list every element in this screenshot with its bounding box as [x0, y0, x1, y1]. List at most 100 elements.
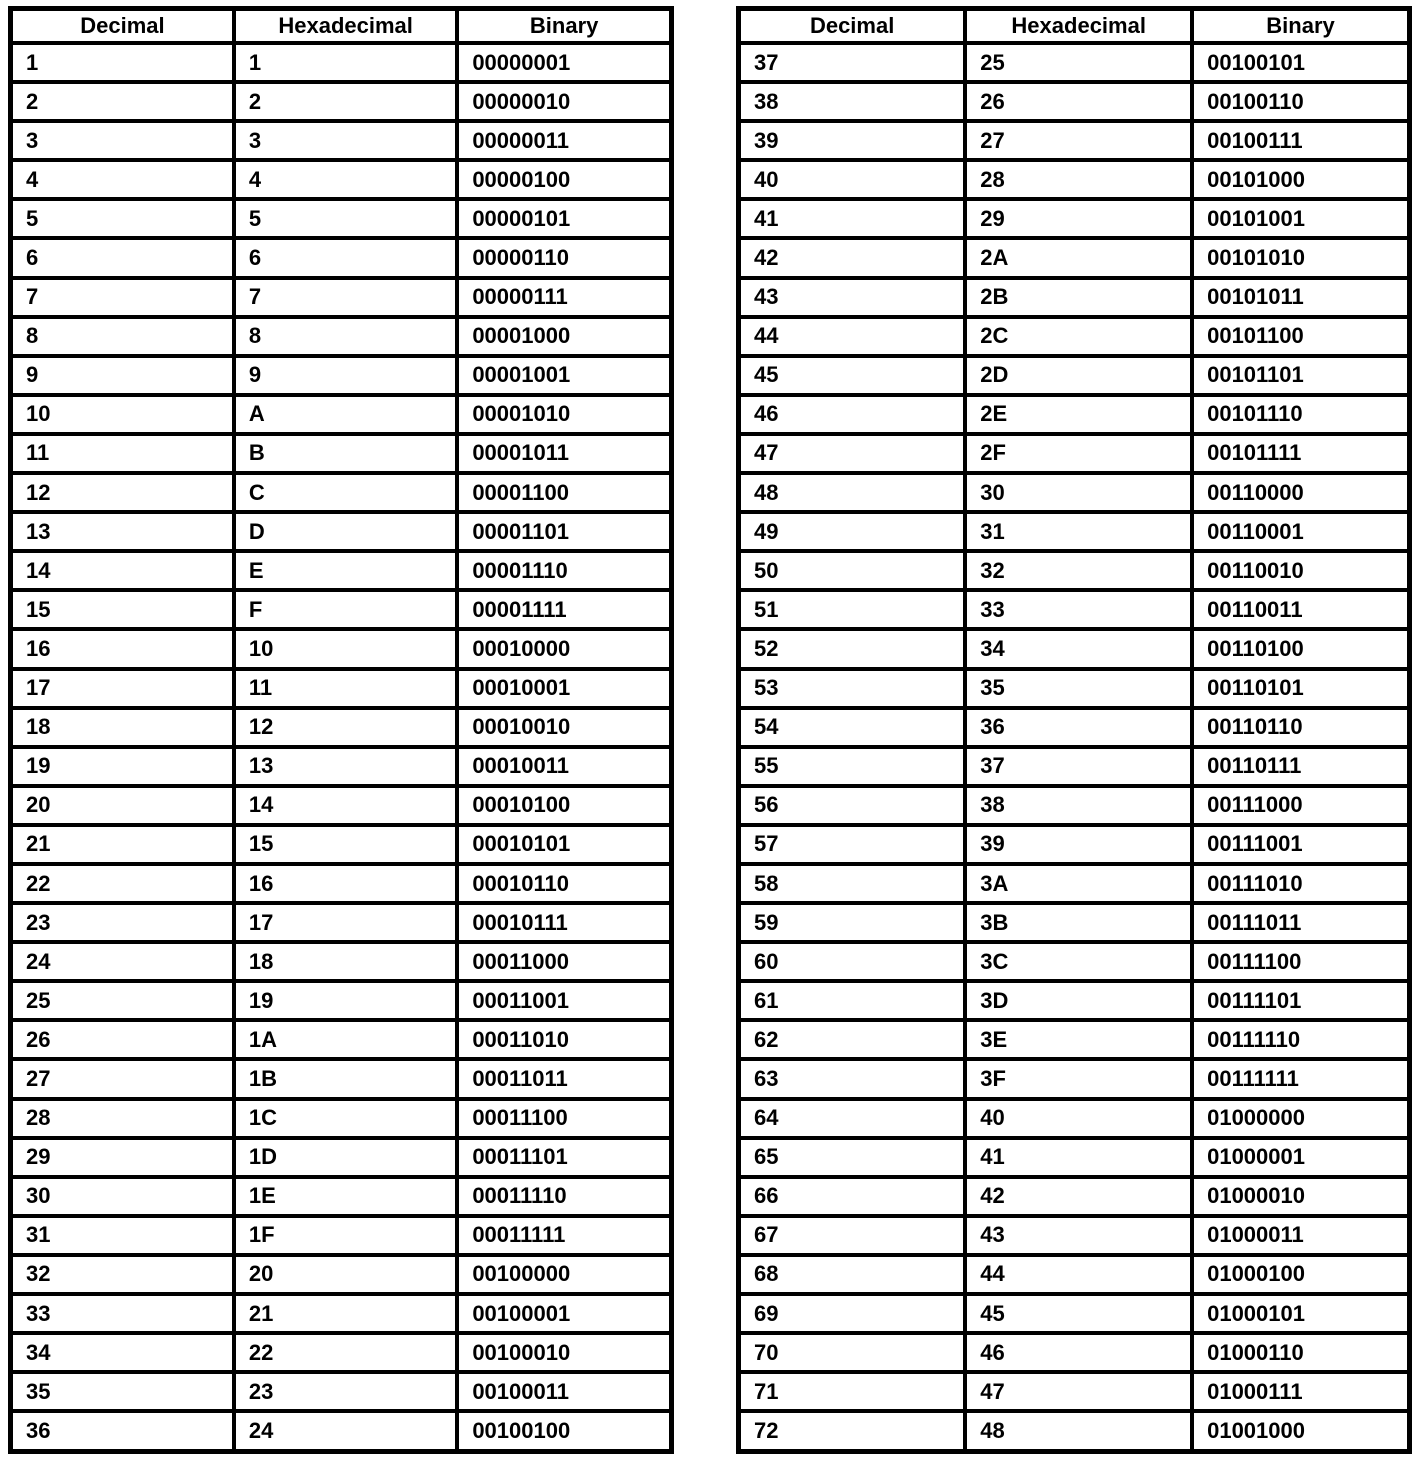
decimal-cell: 35: [8, 1370, 236, 1414]
decimal-cell: 40: [736, 158, 968, 202]
hexadecimal-cell: 26: [963, 80, 1195, 124]
table-body: 1 1 00000001 2 2 00000010 3 3 00000011 4…: [8, 40, 674, 1454]
decimal-cell: 16: [8, 627, 236, 671]
hexadecimal-cell: 7: [231, 275, 460, 319]
binary-cell: 00110011: [1190, 588, 1412, 632]
table-row: 31 1F 00011111: [8, 1213, 674, 1257]
binary-cell: 00101000: [1190, 158, 1412, 202]
binary-cell: 00010110: [455, 861, 674, 906]
table-row: 11 B 00001011: [8, 431, 674, 476]
binary-cell: 00110010: [1190, 549, 1412, 593]
binary-cell: 00001111: [455, 588, 674, 632]
decimal-cell: 58: [736, 861, 968, 906]
binary-cell: 00111011: [1190, 901, 1412, 945]
binary-cell: 00010001: [455, 666, 674, 710]
table-row: 14 E 00001110: [8, 549, 674, 593]
table-row: 59 3B 00111011: [736, 901, 1412, 945]
binary-cell: 01000001: [1190, 1135, 1412, 1179]
hexadecimal-cell: 1B: [231, 1057, 460, 1101]
table-row: 33 21 00100001: [8, 1291, 674, 1336]
table-row: 18 12 00010010: [8, 705, 674, 749]
binary-cell: 00000110: [455, 236, 674, 280]
decimal-cell: 52: [736, 627, 968, 671]
hexadecimal-cell: 31: [963, 510, 1195, 554]
hexadecimal-cell: 3B: [963, 901, 1195, 945]
hexadecimal-cell: 13: [231, 744, 460, 788]
binary-cell: 00000101: [455, 197, 674, 241]
binary-cell: 00011000: [455, 940, 674, 984]
binary-cell: 00111110: [1190, 1018, 1412, 1062]
table-row: 4 4 00000100: [8, 158, 674, 202]
decimal-cell: 12: [8, 471, 236, 515]
binary-cell: 00110111: [1190, 744, 1412, 788]
hexadecimal-cell: 14: [231, 783, 460, 827]
hexadecimal-cell: 11: [231, 666, 460, 710]
decimal-column-header: Decimal: [736, 6, 968, 45]
binary-cell: 00100110: [1190, 80, 1412, 124]
table-row: 25 19 00011001: [8, 979, 674, 1023]
hexadecimal-cell: 3D: [963, 979, 1195, 1023]
binary-cell: 00001110: [455, 549, 674, 593]
decimal-cell: 13: [8, 510, 236, 554]
decimal-column-header: Decimal: [8, 6, 236, 45]
table-row: 36 24 00100100: [8, 1409, 674, 1454]
binary-cell: 00110001: [1190, 510, 1412, 554]
table-row: 9 9 00001001: [8, 353, 674, 397]
table-row: 24 18 00011000: [8, 940, 674, 984]
hexadecimal-cell: 42: [963, 1174, 1195, 1218]
table-row: 3 3 00000011: [8, 119, 674, 163]
binary-cell: 00001000: [455, 314, 674, 358]
decimal-cell: 18: [8, 705, 236, 749]
decimal-cell: 27: [8, 1057, 236, 1101]
binary-cell: 00001010: [455, 392, 674, 436]
table-row: 8 8 00001000: [8, 314, 674, 358]
table-row: 50 32 00110010: [736, 549, 1412, 593]
hexadecimal-cell: 21: [231, 1291, 460, 1336]
header-row: Decimal Hexadecimal Binary: [736, 6, 1412, 45]
table-row: 58 3A 00111010: [736, 861, 1412, 906]
decimal-cell: 30: [8, 1174, 236, 1218]
hexadecimal-cell: 23: [231, 1370, 460, 1414]
decimal-cell: 38: [736, 80, 968, 124]
conversion-table-left: Decimal Hexadecimal Binary 1 1 00000001 …: [8, 6, 674, 1454]
table-row: 61 3D 00111101: [736, 979, 1412, 1023]
table-row: 20 14 00010100: [8, 783, 674, 827]
hexadecimal-cell: 1C: [231, 1096, 460, 1140]
hexadecimal-cell: 24: [231, 1409, 460, 1454]
binary-cell: 00000001: [455, 40, 674, 85]
decimal-cell: 19: [8, 744, 236, 788]
decimal-cell: 61: [736, 979, 968, 1023]
binary-cell: 01000111: [1190, 1370, 1412, 1414]
binary-cell: 00100000: [455, 1252, 674, 1297]
hexadecimal-cell: 30: [963, 471, 1195, 515]
table-row: 30 1E 00011110: [8, 1174, 674, 1218]
table-row: 56 38 00111000: [736, 783, 1412, 827]
table-row: 53 35 00110101: [736, 666, 1412, 710]
hexadecimal-cell: 3A: [963, 861, 1195, 906]
decimal-cell: 9: [8, 353, 236, 397]
table-row: 39 27 00100111: [736, 119, 1412, 163]
hexadecimal-cell: C: [231, 471, 460, 515]
table-row: 70 46 01000110: [736, 1331, 1412, 1375]
header-row: Decimal Hexadecimal Binary: [8, 6, 674, 45]
table-row: 23 17 00010111: [8, 901, 674, 945]
decimal-cell: 51: [736, 588, 968, 632]
hexadecimal-cell: 47: [963, 1370, 1195, 1414]
decimal-cell: 50: [736, 549, 968, 593]
hexadecimal-cell: 2B: [963, 275, 1195, 319]
decimal-cell: 41: [736, 197, 968, 241]
table-row: 65 41 01000001: [736, 1135, 1412, 1179]
binary-cell: 00001001: [455, 353, 674, 397]
binary-cell: 00110000: [1190, 471, 1412, 515]
table-row: 44 2C 00101100: [736, 314, 1412, 358]
decimal-cell: 44: [736, 314, 968, 358]
hexadecimal-cell: 38: [963, 783, 1195, 827]
decimal-cell: 48: [736, 471, 968, 515]
decimal-cell: 68: [736, 1252, 968, 1297]
binary-cell: 00010101: [455, 822, 674, 866]
binary-cell: 00100111: [1190, 119, 1412, 163]
hexadecimal-cell: 2F: [963, 431, 1195, 476]
hexadecimal-cell: A: [231, 392, 460, 436]
decimal-cell: 67: [736, 1213, 968, 1257]
